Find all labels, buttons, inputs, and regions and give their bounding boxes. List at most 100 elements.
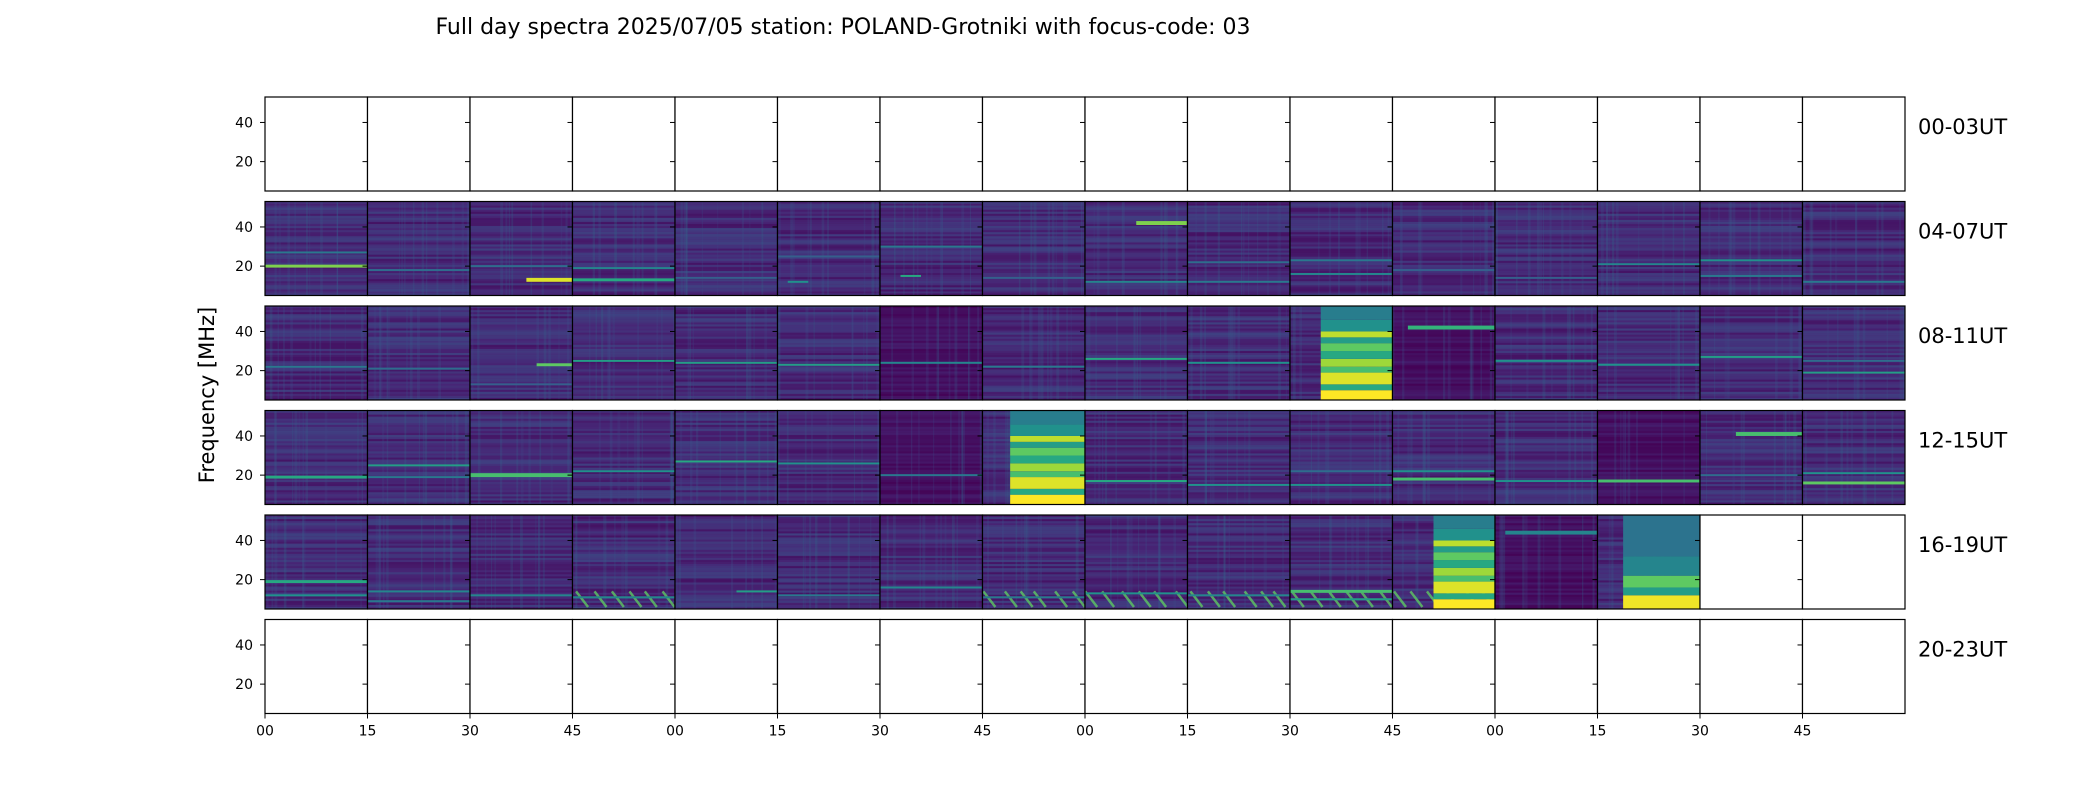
flare-segment [1320,343,1393,352]
panel-frame [1801,618,1906,715]
empty-panel [1085,97,1188,191]
emission-band [1290,589,1393,593]
panel [875,96,984,192]
panel [875,409,984,506]
emission-band [572,359,675,362]
empty-panel [470,97,573,191]
emission-band [1187,483,1290,486]
emission-band [1495,359,1598,362]
panel [1285,514,1394,610]
empty-panel [1392,97,1495,191]
emission-band [777,363,880,366]
panel [1592,305,1701,401]
flare-segment [1320,351,1393,359]
panel [567,409,676,506]
flare-segment [1623,595,1700,609]
panel [1285,409,1394,506]
panel [875,514,984,610]
empty-panel [982,97,1085,191]
empty-panel [572,97,675,191]
panel [1490,409,1599,506]
emission-band [1392,269,1495,272]
panel [772,200,881,297]
emission-band [1597,363,1700,366]
emission-band [1085,280,1188,283]
panel [1592,514,1701,610]
panel [772,514,881,610]
y-tick-label: 20 [235,468,253,484]
emission-band [536,363,573,367]
x-tick-label: 30 [1691,724,1709,740]
x-tick-label: 45 [1794,724,1812,740]
panel [1592,200,1701,297]
emission-band [880,361,983,364]
emission-band [572,470,675,473]
emission-band [1085,357,1188,360]
panel [670,514,779,610]
panel [670,409,779,506]
row-08-11UT: 20 40 08-11UT [235,305,2007,401]
x-tick-label: 45 [564,724,582,740]
flare-segment [1010,441,1085,448]
panel [1182,305,1291,401]
y-tick-label: 40 [235,429,253,445]
emission-band [777,462,880,465]
x-tick-label: 00 [256,724,274,740]
flare-segment [1623,575,1700,588]
emission-band [1802,371,1905,374]
emission-band [1187,280,1290,283]
emission-band [470,473,573,478]
x-tick-label: 30 [461,724,479,740]
flare-segment [1010,471,1085,478]
emission-band [1495,480,1598,483]
row-04-07UT: 20 40 04-07UT [235,200,2007,297]
empty-panel [777,97,880,191]
emission-band [367,367,470,370]
panel [362,200,471,297]
emission-band [787,280,809,283]
empty-panel [265,97,368,191]
panel [260,514,369,610]
panel [567,618,676,715]
emission-band [265,475,368,479]
panel [1797,96,1906,192]
panel [1285,618,1394,715]
x-tick-label: 00 [666,724,684,740]
panel-frame [1801,409,1906,506]
x-axis: 00 15 30 45 00 15 30 45 00 15 30 45 00 15 30 45 [256,713,1812,740]
panel [362,96,471,192]
emission-band [1802,359,1905,362]
panel [260,96,369,192]
flare-segment [1010,463,1085,472]
panel [1182,96,1291,192]
emission-band [1290,598,1393,601]
emission-band [1290,483,1393,486]
flare-segment [1433,581,1495,594]
empty-panel [1495,619,1598,714]
panel-frame [1801,514,1906,610]
flare-segment [1320,319,1393,332]
flare-segment [1320,337,1393,344]
empty-panel [1290,97,1393,191]
panel [1387,200,1496,297]
empty-panel [777,619,880,714]
panel [670,96,779,192]
panel [1490,305,1599,401]
x-tick-label: 15 [359,724,377,740]
panel [567,305,676,401]
flare-segment [1433,575,1495,582]
panel [1285,305,1394,401]
flare-segment [1623,556,1700,576]
emission-band [470,383,573,386]
emission-band [1700,355,1803,358]
flare-segment [1433,567,1495,576]
panel [1797,200,1906,297]
panel [362,409,471,506]
row-label: 04-07UT [1918,220,2007,244]
panel [1797,409,1906,506]
row-label: 20-23UT [1918,638,2007,662]
panel [1695,305,1804,401]
panel [465,96,574,192]
flare-segment [1010,455,1085,464]
